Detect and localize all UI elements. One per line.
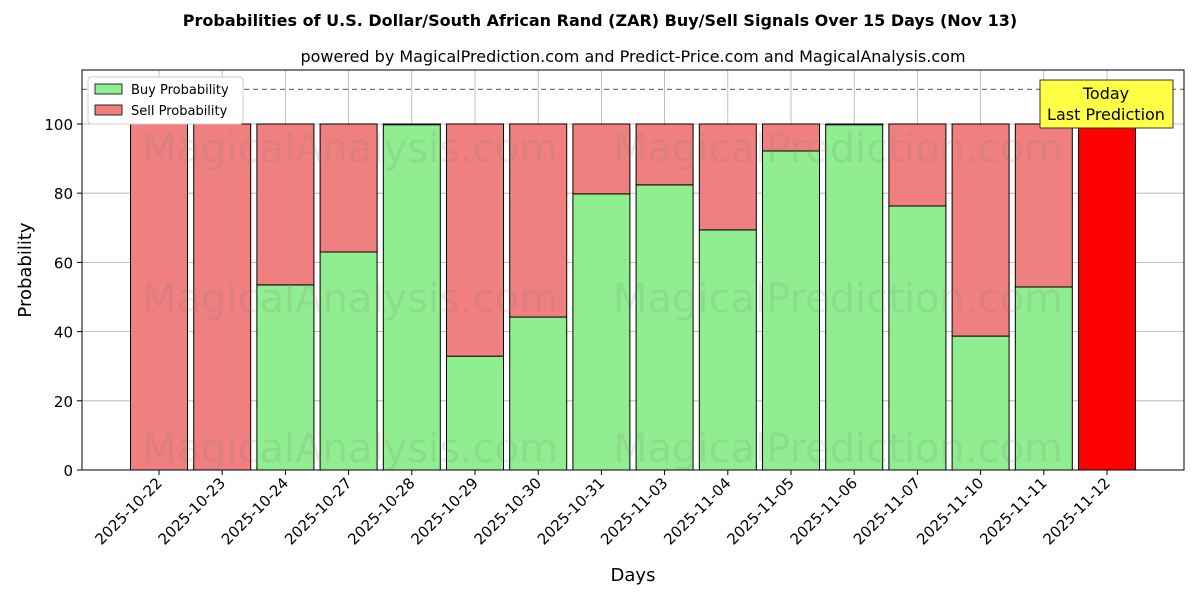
bar-sell: [509, 123, 568, 318]
bar-buy: [509, 316, 568, 471]
x-tick-label: 2025-11-04: [660, 474, 734, 548]
bar-sell: [319, 123, 378, 253]
x-tick-label: 2025-10-24: [218, 474, 292, 548]
bar-buy: [888, 205, 947, 471]
bar-sell: [1014, 123, 1073, 288]
x-tick-label: 2025-11-06: [787, 474, 861, 548]
y-tick-label: 20: [54, 393, 73, 411]
bar-sell: [256, 123, 315, 286]
y-tick-label: 100: [44, 116, 73, 134]
bar-sell: [762, 123, 820, 152]
x-tick-label: 2025-10-28: [344, 474, 418, 548]
bar-sell: [382, 123, 441, 126]
bar-buy: [382, 124, 441, 471]
bar-buy: [762, 150, 820, 471]
y-axis-label: Probability: [15, 222, 36, 317]
legend-buy-label: Buy Probability: [131, 83, 229, 98]
bar-sell: [698, 123, 757, 231]
annotation-line1: Today: [1082, 84, 1129, 103]
watermarks: MagicalAnalysis.com MagicalPrediction.com…: [142, 126, 1063, 472]
y-tick-label: 80: [54, 185, 73, 203]
bar-sell: [951, 123, 1010, 337]
today-annotation: Today Last Prediction: [1039, 79, 1174, 129]
watermark: MagicalPrediction.com: [613, 426, 1063, 472]
x-tick-label: 2025-10-23: [155, 474, 229, 548]
x-tick-label: 2025-11-11: [976, 474, 1050, 548]
bar-buy: [446, 355, 504, 471]
bar-buy: [572, 193, 631, 471]
x-tick-label: 2025-11-12: [1039, 474, 1113, 548]
y-tick-label: 60: [54, 254, 73, 272]
x-axis-label: Days: [611, 565, 656, 586]
x-tick-label: 2025-11-10: [913, 474, 987, 548]
legend: Buy Probability Sell Probability: [87, 76, 244, 125]
x-tick-label: 2025-10-27: [281, 474, 355, 548]
bar-buy: [635, 184, 694, 471]
x-tick-label: 2025-11-03: [597, 474, 671, 548]
x-tick-label: 2025-10-29: [407, 474, 481, 548]
chart-title: Probabilities of U.S. Dollar/South Afric…: [183, 11, 1017, 30]
legend-buy-swatch: [94, 83, 123, 95]
legend-sell-swatch: [94, 104, 123, 116]
watermark: MagicalAnalysis.com: [142, 126, 558, 172]
bar-buy: [951, 335, 1010, 471]
x-tick-label: 2025-10-22: [91, 474, 165, 548]
watermark: MagicalAnalysis.com: [142, 426, 558, 472]
bar-sell: [888, 123, 947, 207]
y-tick-label: 40: [54, 324, 73, 342]
legend-sell-label: Sell Probability: [131, 104, 228, 119]
x-tick-label: 2025-11-05: [723, 474, 797, 548]
bar-sell: [446, 123, 504, 357]
x-tick-label: 2025-10-31: [534, 474, 608, 548]
chart-subtitle: powered by MagicalPrediction.com and Pre…: [300, 47, 965, 66]
bar-sell: [635, 123, 694, 186]
bar-buy: [1014, 286, 1073, 471]
bars: [130, 123, 1136, 471]
watermark: MagicalPrediction.com: [613, 276, 1063, 322]
plot-frame: [81, 69, 1185, 471]
bar-sell-today: [1078, 123, 1136, 471]
y-tick-label: 0: [63, 462, 73, 480]
x-tick-label: 2025-11-07: [850, 474, 924, 548]
bar-buy: [825, 124, 884, 471]
bar-sell: [572, 123, 631, 195]
x-tick-label: 2025-10-30: [471, 474, 545, 548]
bar-buy: [319, 251, 378, 471]
watermark: MagicalPrediction.com: [613, 126, 1063, 172]
watermark: MagicalAnalysis.com: [142, 276, 558, 322]
annotation-line2: Last Prediction: [1047, 105, 1165, 124]
bar-buy: [256, 284, 315, 471]
bar-sell: [825, 123, 884, 126]
bar-buy: [698, 229, 757, 471]
